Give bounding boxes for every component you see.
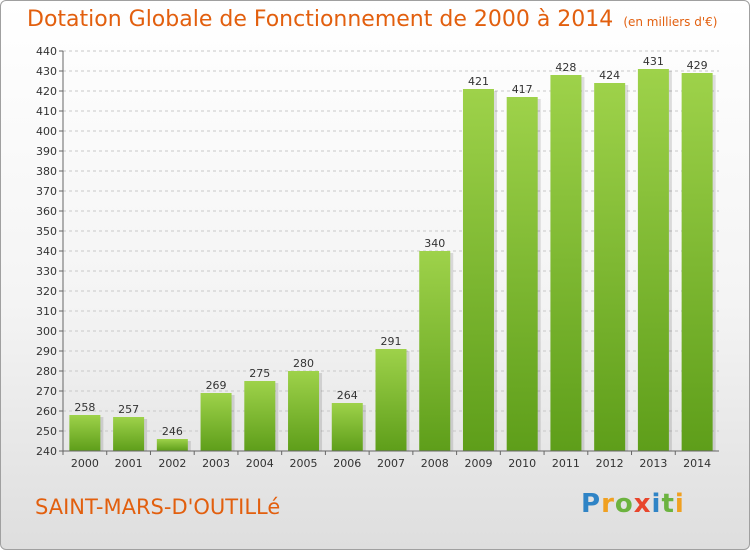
bar [637,69,669,451]
y-tick-label: 390 [36,145,57,158]
x-tick-label: 2014 [683,457,711,470]
bar [113,417,145,451]
y-tick-label: 370 [36,185,57,198]
x-tick-label: 2011 [552,457,580,470]
y-tick-label: 430 [36,65,57,78]
bar [462,89,494,451]
bar [594,83,626,451]
logo-letter: o [614,489,634,519]
x-tick-label: 2003 [202,457,230,470]
y-tick-label: 340 [36,245,57,258]
data-label: 280 [293,357,314,370]
data-label: 431 [643,55,664,68]
x-tick-label: 2007 [377,457,405,470]
y-tick-label: 410 [36,105,57,118]
x-tick-label: 2002 [158,457,186,470]
proxiti-logo: Proxiti [581,489,685,519]
logo-letter: i [651,489,662,519]
data-label: 424 [599,69,620,82]
bar [69,415,101,451]
title-text: Dotation Globale de Fonctionnement de 20… [27,7,614,32]
data-label: 291 [381,335,402,348]
y-tick-label: 290 [36,345,57,358]
y-tick-label: 440 [36,45,57,58]
logo-letter: r [601,489,615,519]
y-tick-label: 330 [36,265,57,278]
x-tick-label: 2004 [246,457,274,470]
bar [419,251,451,451]
y-tick-label: 240 [36,445,57,458]
logo-letter: i [674,489,685,519]
x-tick-label: 2009 [464,457,492,470]
data-label: 264 [337,389,358,402]
y-tick-label: 420 [36,85,57,98]
data-label: 258 [74,401,95,414]
logo-letter: P [581,489,602,519]
logo-letter: x [633,489,652,519]
bar [681,73,713,451]
x-tick-label: 2005 [290,457,318,470]
bar [156,439,188,451]
x-tick-label: 2008 [421,457,449,470]
bars [69,69,716,451]
data-label: 428 [555,61,576,74]
y-tick-label: 260 [36,405,57,418]
y-tick-label: 300 [36,325,57,338]
chart-subtitle: (en milliers d'€) [623,15,718,29]
y-tick-label: 250 [36,425,57,438]
x-tick-label: 2013 [639,457,667,470]
y-tick-label: 380 [36,165,57,178]
chart-title: Dotation Globale de Fonctionnement de 20… [27,7,717,32]
data-label: 421 [468,75,489,88]
y-tick-label: 320 [36,285,57,298]
data-label: 275 [249,367,270,380]
bar [288,371,320,451]
x-tick-label: 2001 [115,457,143,470]
axes [62,51,719,452]
bar [200,393,232,451]
data-label: 246 [162,425,183,438]
y-tick-label: 350 [36,225,57,238]
bar [244,381,276,451]
y-tick-label: 310 [36,305,57,318]
y-tick-label: 360 [36,205,57,218]
x-tick-label: 2012 [596,457,624,470]
x-tick-label: 2010 [508,457,536,470]
data-labels: 258 257 246 269 275 280 264 291 340 421 417 428 424 4… [74,55,707,438]
data-label: 340 [424,237,445,250]
bar [375,349,407,451]
y-tick-label: 270 [36,385,57,398]
commune-name: SAINT-MARS-D'OUTILLé [35,495,281,519]
x-tick-label: 2006 [333,457,361,470]
data-label: 257 [118,403,139,416]
x-tick-label: 2000 [71,457,99,470]
data-label: 269 [206,379,227,392]
bar [550,75,582,451]
x-axis-ticks: 2000 2001 2002 2003 2004 2005 2006 2007 2008 2009… [62,451,711,470]
y-tick-label: 400 [36,125,57,138]
data-label: 417 [512,83,533,96]
y-tick-label: 280 [36,365,57,378]
y-axis-ticks: 240 250 260 270 280 290 300 310 320 330 340 350 360 3… [36,45,63,458]
data-label: 429 [687,59,708,72]
bar [331,403,363,451]
logo-letter: t [661,489,675,519]
bar [506,97,538,451]
